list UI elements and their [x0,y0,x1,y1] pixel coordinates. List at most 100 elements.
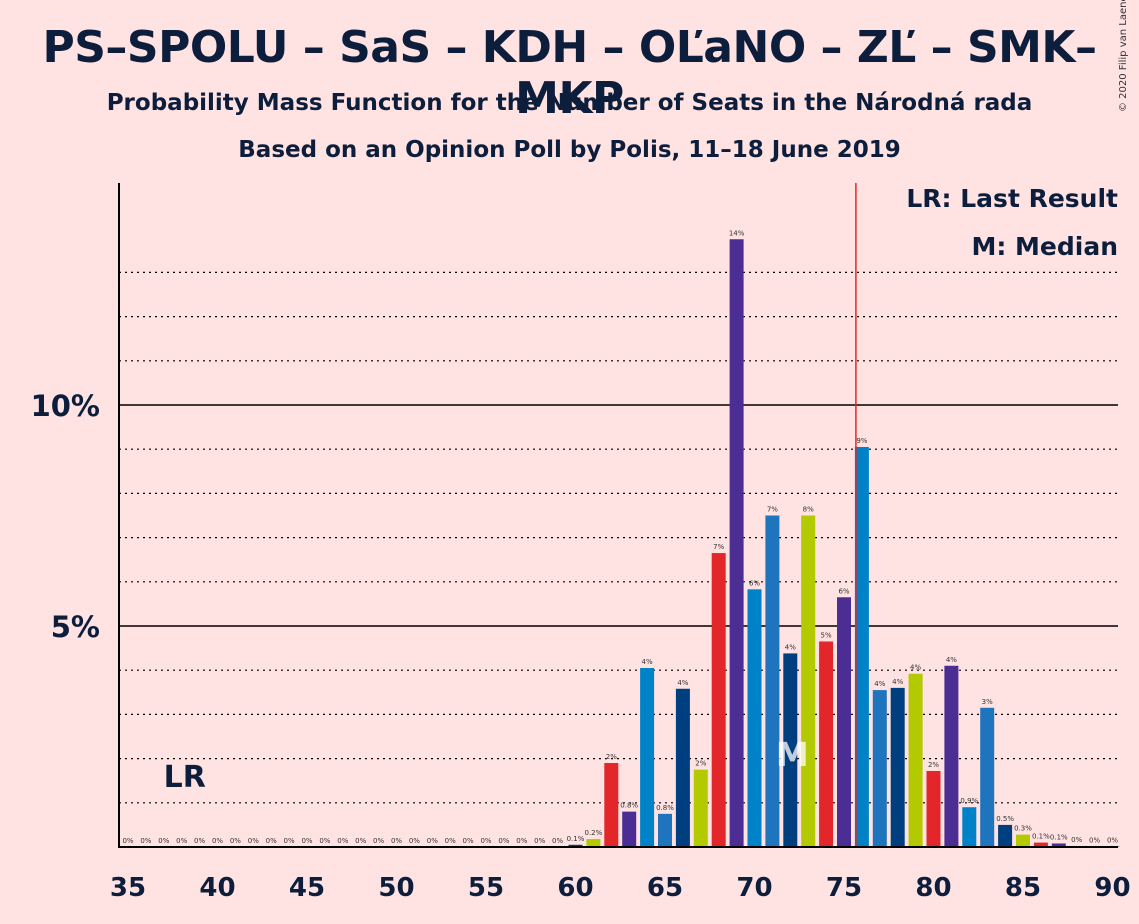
bar-seat-62 [604,763,619,847]
bar-label-seat-86: 0.1% [1032,833,1050,841]
bar-label-seat-87: 0.1% [1050,833,1068,841]
bar-label-seat-64: 4% [642,658,653,666]
bar-label-seat-56: 0% [498,837,509,845]
bar-seat-61 [586,839,601,847]
bar-label-seat-60: 0.1% [567,835,585,843]
bar-label-seat-37: 0% [158,837,169,845]
x-tick-label: 70 [736,873,772,903]
x-tick-label: 50 [378,873,414,903]
bar-label-seat-36: 0% [140,837,151,845]
bar-labels-group: 0% 0% 0% 0% 0% 0% 0% 0% 0% 0% 0% 0% 0% 0% 0% 0% 0% 0% 0% 0%… [122,229,1118,845]
bar-label-seat-90: 0% [1107,837,1118,845]
bar-seat-76 [854,446,869,847]
chart-subtitle: Probability Mass Function for the Number… [106,90,1033,116]
bar-label-seat-45: 0% [301,837,312,845]
bar-label-seat-63: 0.8% [620,802,638,810]
bar-label-seat-84: 0.5% [996,815,1014,823]
bar-seat-85 [1016,834,1030,847]
bar-label-seat-59: 0% [552,837,563,845]
y-tick-label: 10% [31,389,100,423]
bar-label-seat-75: 6% [838,587,849,595]
bar-label-seat-85: 0.3% [1014,825,1032,833]
bar-seat-66 [675,688,690,847]
bar-seat-65 [658,813,672,847]
bar-label-seat-73: 8% [803,506,814,514]
bar-label-seat-69: 14% [729,229,745,237]
bar-label-seat-62: 2% [606,753,617,761]
y-tick-label: 5% [51,610,100,644]
bar-seat-71 [765,515,780,847]
bar-label-seat-83: 3% [982,698,993,706]
bar-label-seat-74: 5% [821,631,832,639]
bar-seat-64 [640,667,655,847]
bar-seat-69 [729,239,744,847]
bar-label-seat-57: 0% [516,837,527,845]
bar-seat-86 [1033,842,1048,847]
poll-source-subtitle: Based on an Opinion Poll by Polis, 11–18… [238,137,901,163]
bar-label-seat-46: 0% [319,837,330,845]
bar-label-seat-72: 4% [785,643,796,651]
x-tick-label: 65 [647,873,683,903]
bar-seat-70 [747,589,762,847]
bar-label-seat-68: 7% [713,543,724,551]
bar-label-seat-88: 0% [1071,836,1082,844]
x-tick-label: 55 [468,873,504,903]
bar-label-seat-71: 7% [767,506,778,514]
markers-group: LR M [164,735,809,795]
bar-seat-67 [693,769,708,847]
x-tick-label: 75 [826,873,862,903]
bar-label-seat-54: 0% [463,837,474,845]
bar-label-seat-53: 0% [445,837,456,845]
bar-label-seat-39: 0% [194,837,205,845]
bar-seat-83 [980,707,995,847]
tick-labels-group: 5% 10% 35 40 45 50 55 60 65 70 75 80 85 90 [31,389,1131,903]
x-tick-label: 80 [915,873,951,903]
bar-label-seat-67: 2% [695,760,706,768]
median-marker: M [776,735,809,774]
bar-label-seat-58: 0% [534,837,545,845]
bar-seat-79 [908,673,923,847]
bar-label-seat-77: 4% [874,680,885,688]
x-tick-label: 60 [557,873,593,903]
grid-lines [119,271,1118,804]
bar-label-seat-40: 0% [212,837,223,845]
bar-seat-81 [944,665,959,847]
bar-label-seat-76: 9% [856,437,867,445]
bar-label-seat-42: 0% [248,837,259,845]
bar-seat-84 [998,824,1013,847]
bar-label-seat-51: 0% [409,837,420,845]
bar-seat-68 [711,553,726,847]
bars-group [568,239,1120,847]
bar-label-seat-80: 2% [928,761,939,769]
chart-title: PS–SPOLU – SaS – KDH – OĽaNO – ZĽ – SMK–… [42,22,1097,124]
bar-label-seat-70: 6% [749,579,760,587]
bar-label-seat-47: 0% [337,837,348,845]
bar-label-seat-82: 0.9% [960,797,978,805]
bar-label-seat-52: 0% [427,837,438,845]
x-tick-label: 40 [199,873,235,903]
bar-label-seat-49: 0% [373,837,384,845]
bar-seat-77 [872,690,887,847]
bar-label-seat-38: 0% [176,837,187,845]
legend-last-result: LR: Last Result [906,184,1118,213]
axes-group [118,183,1118,848]
bar-seat-75 [837,597,851,847]
bar-label-seat-81: 4% [946,656,957,664]
bar-label-seat-89: 0% [1089,837,1100,845]
bar-label-seat-35: 0% [122,837,133,845]
bar-label-seat-61: 0.2% [585,829,603,837]
bar-seat-73 [801,515,816,847]
bar-label-seat-79: 4% [910,664,921,672]
bar-label-seat-55: 0% [480,837,491,845]
bar-seat-82 [962,807,977,847]
bar-label-seat-66: 4% [677,679,688,687]
bar-label-seat-44: 0% [284,837,295,845]
legend-median: M: Median [971,232,1118,261]
bar-label-seat-48: 0% [355,837,366,845]
bar-seat-87 [1051,843,1066,847]
x-tick-label: 45 [289,873,325,903]
bar-seat-72 [783,653,798,847]
bar-label-seat-65: 0.8% [656,804,674,812]
last-result-marker: LR [164,760,206,795]
